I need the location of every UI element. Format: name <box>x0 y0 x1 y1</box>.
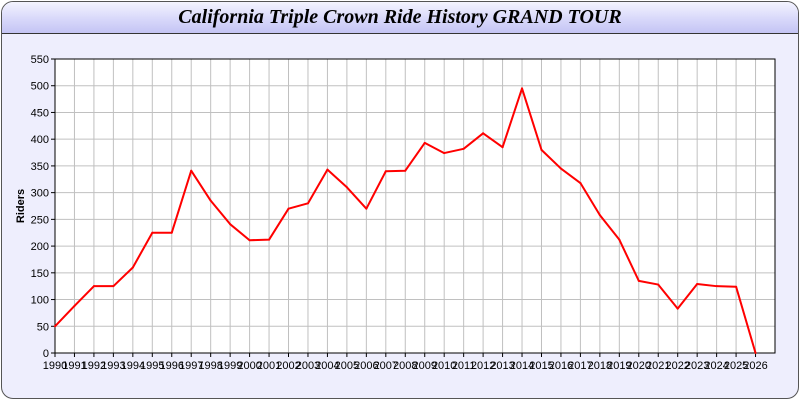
x-tick-label: 2021 <box>646 360 670 372</box>
x-tick-label: 2024 <box>704 360 728 372</box>
y-tick-label: 400 <box>31 134 49 146</box>
x-tick-label: 2018 <box>588 360 612 372</box>
axes: 0501001502002503003504004505005501990199… <box>31 54 776 372</box>
x-tick-label: 1998 <box>198 360 222 372</box>
data-point <box>735 285 738 288</box>
series <box>54 87 757 354</box>
data-point <box>715 285 718 288</box>
x-tick-label: 2000 <box>237 360 261 372</box>
data-point <box>482 132 485 135</box>
x-tick-label: 2003 <box>296 360 320 372</box>
plot-area <box>55 59 775 353</box>
data-point <box>326 168 329 171</box>
data-point <box>754 352 757 354</box>
data-point <box>287 207 290 210</box>
x-tick-label: 1999 <box>218 360 242 372</box>
x-tick-label: 2010 <box>432 360 456 372</box>
y-tick-label: 250 <box>31 214 49 226</box>
y-tick-label: 0 <box>43 348 49 360</box>
x-tick-label: 2009 <box>412 360 436 372</box>
plot-border <box>54 58 776 354</box>
x-tick-label: 2020 <box>627 360 651 372</box>
data-point <box>618 238 621 241</box>
data-point <box>384 170 387 173</box>
x-tick-label: 2015 <box>529 360 553 372</box>
data-point <box>54 325 56 328</box>
data-point <box>190 169 193 172</box>
x-tick-label: 2007 <box>374 360 398 372</box>
data-point <box>462 147 465 150</box>
data-point <box>637 279 640 282</box>
data-point <box>365 207 368 210</box>
x-tick-label: 1993 <box>101 360 125 372</box>
data-point <box>209 199 212 202</box>
x-tick-label: 1992 <box>82 360 106 372</box>
data-point <box>540 148 543 151</box>
x-tick-label: 2023 <box>685 360 709 372</box>
y-axis-label: Riders <box>15 189 27 223</box>
x-tick-label: 2014 <box>510 360 534 372</box>
x-tick-label: 2026 <box>743 360 767 372</box>
data-point <box>131 266 134 269</box>
x-tick-label: 2011 <box>452 360 476 372</box>
x-tick-label: 1991 <box>62 360 86 372</box>
x-tick-label: 2017 <box>568 360 592 372</box>
data-point <box>423 141 426 144</box>
x-tick-label: 2025 <box>724 360 748 372</box>
y-tick-label: 450 <box>31 107 49 119</box>
x-tick-label: 1996 <box>160 360 184 372</box>
x-tick-label: 1997 <box>179 360 203 372</box>
data-point <box>170 231 173 234</box>
x-tick-label: 2019 <box>607 360 631 372</box>
data-point <box>112 285 115 288</box>
x-tick-label: 2012 <box>471 360 495 372</box>
data-point <box>521 87 524 90</box>
data-point <box>696 283 699 286</box>
data-point <box>501 146 504 149</box>
y-tick-label: 500 <box>31 81 49 93</box>
x-tick-label: 2022 <box>665 360 689 372</box>
y-tick-label: 200 <box>31 241 49 253</box>
x-tick-label: 2004 <box>315 360 339 372</box>
data-point <box>73 304 76 307</box>
data-point <box>306 202 309 205</box>
x-tick-label: 2001 <box>257 360 281 372</box>
data-point <box>657 283 660 286</box>
data-point <box>579 182 582 185</box>
x-tick-label: 1990 <box>43 360 67 372</box>
y-tick-label: 550 <box>31 54 49 66</box>
data-point <box>92 285 95 288</box>
data-point <box>229 223 232 226</box>
x-tick-label: 2013 <box>490 360 514 372</box>
data-point <box>598 214 601 217</box>
y-tick-label: 150 <box>31 268 49 280</box>
data-point <box>268 238 271 241</box>
x-tick-label: 2002 <box>276 360 300 372</box>
y-tick-label: 100 <box>31 295 49 307</box>
data-point <box>559 167 562 170</box>
x-tick-label: 2006 <box>354 360 378 372</box>
data-point <box>404 169 407 172</box>
y-tick-label: 50 <box>37 321 49 333</box>
y-tick-label: 300 <box>31 188 49 200</box>
x-tick-label: 2008 <box>393 360 417 372</box>
x-tick-label: 1995 <box>140 360 164 372</box>
chart-title: California Triple Crown Ride History GRA… <box>178 6 622 28</box>
data-point <box>443 152 446 155</box>
x-tick-label: 2016 <box>549 360 573 372</box>
y-tick-label: 350 <box>31 161 49 173</box>
data-point <box>248 239 251 242</box>
data-point <box>345 186 348 189</box>
x-tick-label: 2005 <box>335 360 359 372</box>
data-point <box>151 231 154 234</box>
title-bar: California Triple Crown Ride History GRA… <box>2 2 798 34</box>
data-point <box>676 307 679 310</box>
x-tick-label: 1994 <box>121 360 145 372</box>
